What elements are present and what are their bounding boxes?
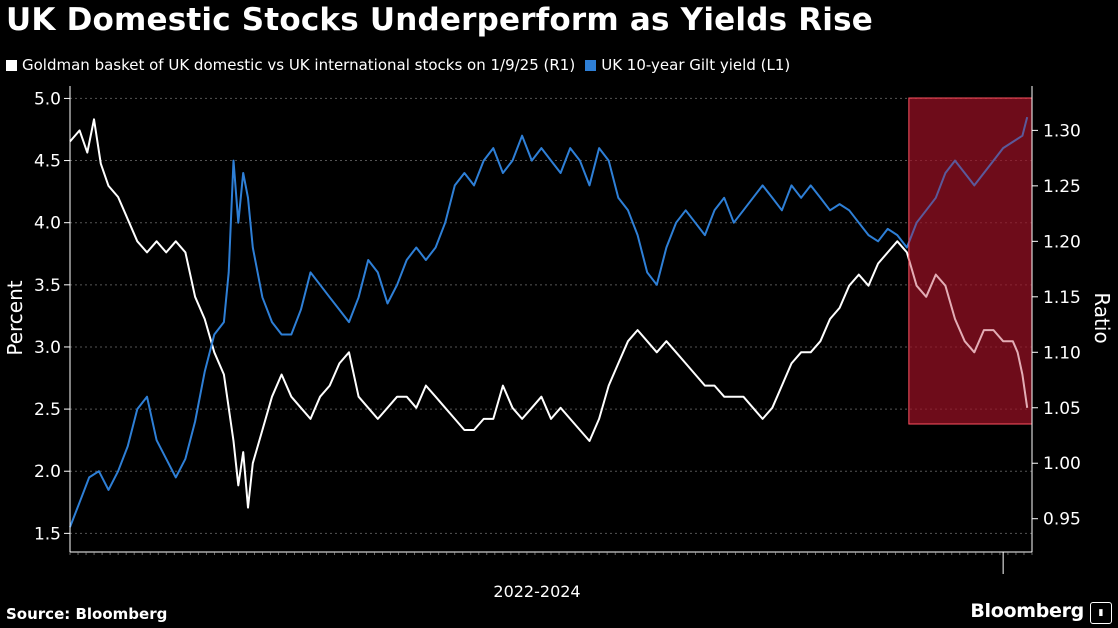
legend-label-basket: Goldman basket of UK domestic vs UK inte… xyxy=(22,56,576,74)
tick-label-right: 1.15 xyxy=(1043,288,1081,308)
y-axis-left-label: Percent xyxy=(3,280,27,355)
legend-swatch-basket xyxy=(6,59,17,71)
tick-label-left: 5.0 xyxy=(34,89,61,109)
legend-item-gilt: UK 10-year Gilt yield (L1) xyxy=(585,56,790,74)
tick-label-left: 4.5 xyxy=(34,152,61,172)
legend-swatch-gilt xyxy=(585,59,597,71)
y-axis-right-label: Ratio xyxy=(1090,292,1114,343)
tick-label-left: 2.0 xyxy=(34,462,61,482)
legend: Goldman basket of UK domestic vs UK inte… xyxy=(6,56,800,74)
tick-label-left: 2.5 xyxy=(34,400,61,420)
series-line-gilt xyxy=(69,116,1029,528)
series-line-basket xyxy=(69,118,1029,509)
tick-label-right: 1.20 xyxy=(1043,232,1081,252)
tick-label-right: 1.05 xyxy=(1043,399,1081,419)
tick-label-right: 0.95 xyxy=(1043,510,1081,530)
bloomberg-badge-icon: ▮ xyxy=(1090,602,1112,624)
x-axis-label: 2022-2024 xyxy=(493,582,580,601)
chart-title: UK Domestic Stocks Underperform as Yield… xyxy=(6,2,873,38)
tick-label-right: 1.00 xyxy=(1043,454,1081,474)
bloomberg-logo: Bloomberg xyxy=(970,600,1084,622)
tick-label-left: 1.5 xyxy=(34,524,61,544)
axes: 5.0 4.5 4.0 3.5 3.0 2.5 2.0 1.5 1.30 1.25 1.20 1.15… xyxy=(34,86,1081,574)
tick-label-left: 3.5 xyxy=(34,276,61,296)
tick-label-left: 3.0 xyxy=(34,338,61,358)
highlight-region xyxy=(908,98,1032,424)
tick-label-left: 4.0 xyxy=(34,214,61,234)
legend-label-gilt: UK 10-year Gilt yield (L1) xyxy=(601,56,791,74)
highlight-overlay xyxy=(908,97,1033,425)
series-group xyxy=(69,116,1029,528)
tick-label-right: 1.30 xyxy=(1043,121,1081,141)
tick-label-right: 1.25 xyxy=(1043,177,1081,197)
tick-label-right: 1.10 xyxy=(1043,343,1081,363)
grid-lines xyxy=(70,97,1032,534)
source-note: Source: Bloomberg xyxy=(6,605,168,623)
legend-item-basket: Goldman basket of UK domestic vs UK inte… xyxy=(6,56,575,74)
